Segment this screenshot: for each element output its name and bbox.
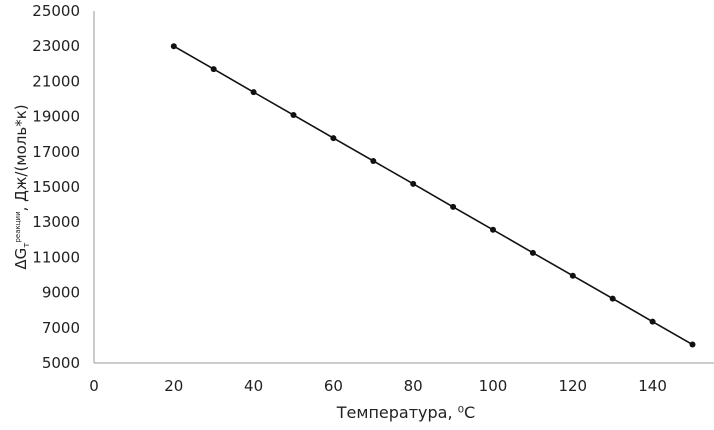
x-tick-label: 20: [164, 377, 183, 395]
x-tick-label: 60: [324, 377, 343, 395]
y-label-main: ΔG: [12, 247, 30, 270]
data-point: [450, 203, 457, 210]
y-axis-label: ΔGтреакции, Дж/(моль*к): [2, 12, 42, 362]
y-tick-label: 23000: [32, 37, 80, 55]
y-tick-label: 17000: [32, 143, 80, 161]
y-tick-label: 9000: [42, 284, 80, 302]
y-tick-label: 11000: [32, 248, 80, 266]
x-tick-label: 0: [89, 377, 99, 395]
x-tick-label: 100: [479, 377, 508, 395]
y-label-units: , Дж/(моль*к): [12, 104, 30, 212]
data-point: [529, 249, 536, 256]
y-tick-label: 5000: [42, 354, 80, 372]
y-tick-label: 21000: [32, 72, 80, 90]
x-tick-label: 40: [244, 377, 263, 395]
data-point: [370, 157, 377, 164]
x-tick-label: 80: [404, 377, 423, 395]
y-tick-label: 19000: [32, 108, 80, 126]
data-point: [689, 341, 696, 348]
data-point: [649, 318, 656, 325]
data-point: [330, 135, 337, 142]
data-point: [170, 43, 177, 50]
data-point: [250, 89, 257, 96]
y-tick-label: 25000: [32, 2, 80, 20]
x-tick-label: 120: [558, 377, 587, 395]
y-tick-label: 13000: [32, 213, 80, 231]
y-tick-label: 7000: [42, 319, 80, 337]
data-point: [410, 180, 417, 187]
data-point: [490, 226, 496, 233]
x-tick-label: 140: [638, 377, 667, 395]
data-point: [569, 272, 576, 279]
data-point: [609, 295, 616, 302]
data-point: [290, 112, 297, 119]
y-label-superscript: реакции: [14, 211, 22, 243]
y-label-subscript: т: [22, 242, 32, 248]
y-tick-label: 15000: [32, 178, 80, 196]
data-point: [210, 66, 217, 73]
x-axis-label: Температура, ⁰С: [336, 403, 475, 422]
series-line: [173, 45, 693, 346]
